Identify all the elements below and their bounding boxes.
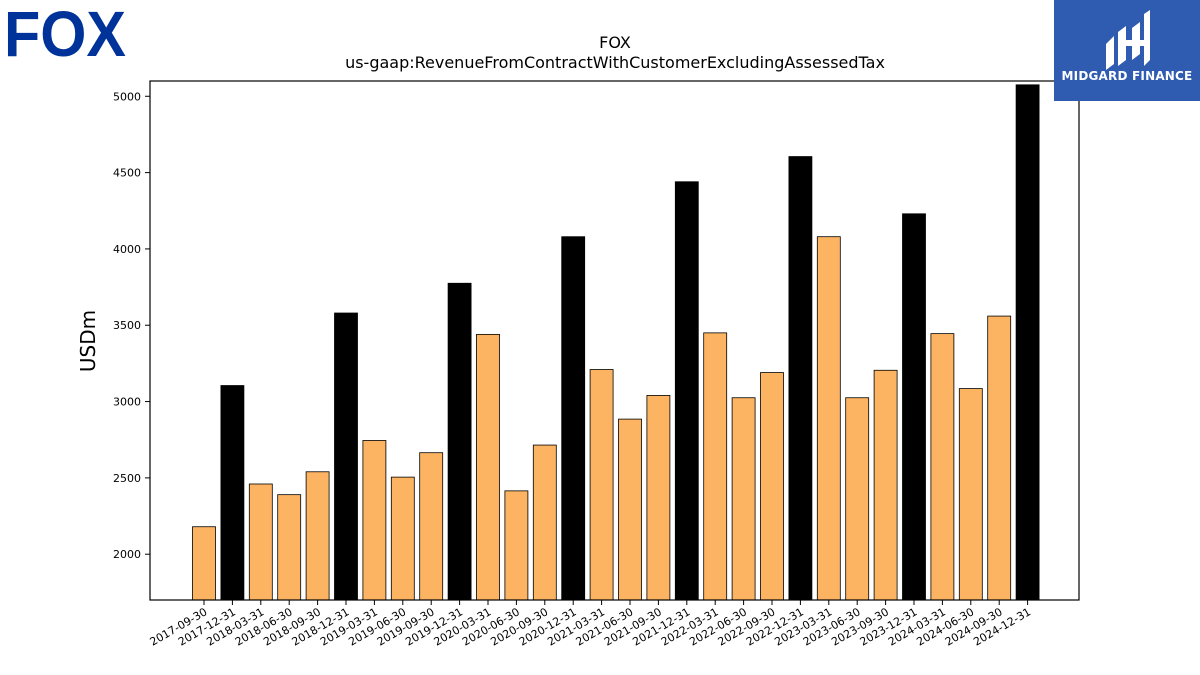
bar-2017-09-30 <box>192 526 216 601</box>
bar-2020-09-30 <box>532 444 557 601</box>
bar-2019-12-31 <box>447 282 472 601</box>
midgard-finance-logo: MIDGARD FINANCE <box>1054 0 1200 101</box>
y-tick-label: 3000 <box>113 396 141 409</box>
bar-2020-12-31 <box>561 236 586 601</box>
y-axis-ticks: 2000 2500 3000 3500 4000 4500 5000 <box>113 90 150 561</box>
bar-2022-06-30 <box>731 397 756 601</box>
y-tick-label: 5000 <box>113 90 141 103</box>
bar-2020-03-31 <box>476 333 500 601</box>
bar-2021-12-31 <box>674 181 699 601</box>
bar-2021-06-30 <box>618 418 642 601</box>
fox-logo: FOX <box>4 0 128 70</box>
bar-2024-03-31 <box>930 333 955 601</box>
bar-2022-09-30 <box>760 372 784 601</box>
bar-2021-09-30 <box>646 395 671 601</box>
bar-2022-12-31 <box>788 156 813 601</box>
bar-2024-09-30 <box>987 315 1012 601</box>
bar-2023-03-31 <box>816 236 841 601</box>
bar-2023-12-31 <box>902 213 926 601</box>
bar-2017-12-31 <box>220 385 245 601</box>
y-tick-label: 4500 <box>113 167 141 180</box>
bar-2019-09-30 <box>419 452 444 601</box>
bar-2021-03-31 <box>589 369 614 601</box>
y-axis-label: USDm <box>76 310 100 372</box>
midgard-finance-text: MIDGARD FINANCE <box>1061 69 1193 83</box>
bar-2018-06-30 <box>277 494 302 601</box>
bar-2024-06-30 <box>958 388 983 601</box>
y-tick-label: 4000 <box>113 243 141 256</box>
bar-2019-03-31 <box>362 440 387 601</box>
bar-2023-09-30 <box>873 369 898 601</box>
bar-2020-06-30 <box>504 490 529 601</box>
bar-2019-06-30 <box>390 476 415 601</box>
y-tick-label: 3500 <box>113 319 141 332</box>
bar-2018-12-31 <box>334 312 358 601</box>
bar-2024-12-31 <box>1015 84 1040 601</box>
fox-logo-text: FOX <box>4 2 126 60</box>
bar-2023-06-30 <box>845 397 870 601</box>
chart-title: FOX <box>599 33 631 52</box>
bar-2018-09-30 <box>305 471 330 601</box>
bars-group <box>192 84 1040 601</box>
y-tick-label: 2000 <box>113 548 141 561</box>
plot-frame <box>149 80 1080 601</box>
midgard-mark-icon <box>1106 10 1150 70</box>
bar-2022-03-31 <box>703 332 728 601</box>
chart-subtitle: us-gaap:RevenueFromContractWithCustomerE… <box>345 53 885 72</box>
bar-2018-03-31 <box>248 483 273 601</box>
y-tick-label: 2500 <box>113 472 141 485</box>
x-axis-ticks: 2017-09-302017-12-312018-03-312018-06-30… <box>148 600 1033 649</box>
